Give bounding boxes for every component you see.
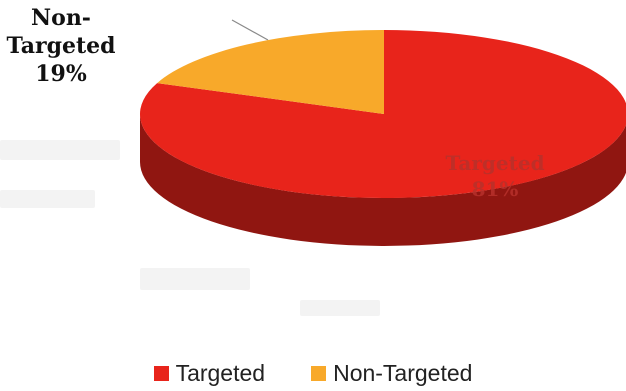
pie-side-targeted	[140, 114, 626, 246]
label-leader-line	[231, 19, 269, 41]
legend-swatch	[153, 366, 169, 381]
legend-item-non-targeted: Non-Targeted	[311, 360, 472, 387]
pie-slice-non-targeted	[157, 30, 384, 114]
data-label-name: Non-Targeted	[6, 5, 116, 59]
scan-artifact	[300, 300, 380, 316]
legend-label: Targeted	[175, 360, 266, 386]
data-label-non-targeted: Non-Targeted 19%	[0, 4, 122, 88]
pie-slice-targeted	[140, 30, 626, 198]
scan-artifact	[0, 190, 95, 208]
scan-artifact	[0, 140, 120, 160]
data-label-name: Targeted	[445, 151, 545, 175]
data-label-value: 81%	[471, 177, 519, 201]
legend: Targeted Non-Targeted	[0, 360, 626, 387]
legend-swatch	[311, 366, 327, 381]
pie-group	[140, 30, 626, 246]
data-label-value: 19%	[35, 61, 87, 87]
legend-item-targeted: Targeted	[153, 360, 266, 387]
legend-label: Non-Targeted	[333, 360, 473, 386]
data-label-targeted: Targeted 81%	[412, 150, 578, 202]
scan-artifact	[140, 268, 250, 290]
